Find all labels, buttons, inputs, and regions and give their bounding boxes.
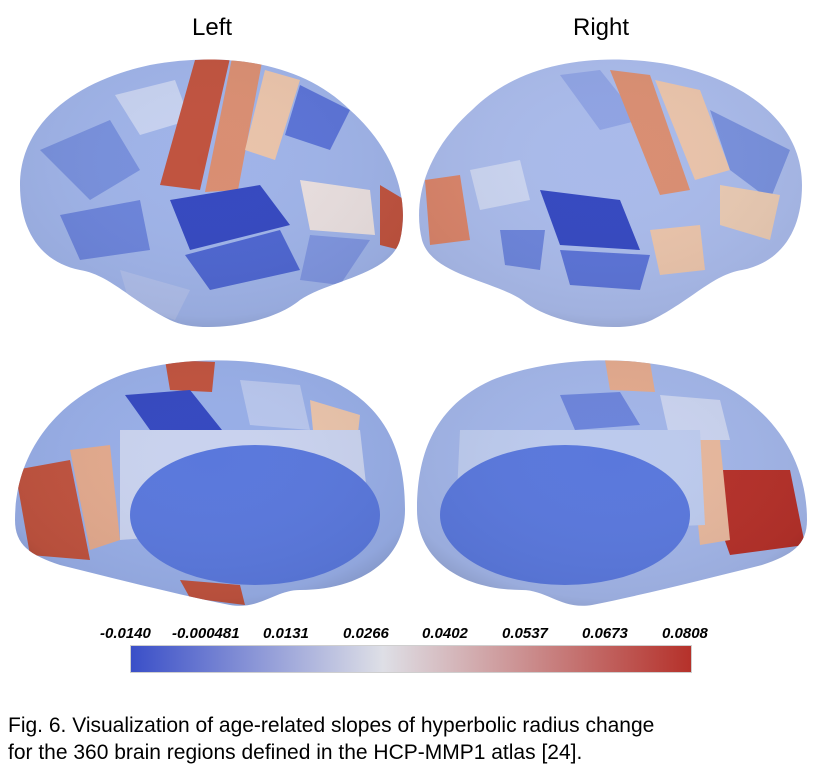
figure-caption: Fig. 6. Visualization of age-related slo… — [8, 712, 816, 766]
colorbar-tick-labels: -0.0140 -0.000481 0.0131 0.0266 0.0402 0… — [100, 625, 720, 647]
left-medial-view — [15, 360, 405, 606]
left-hemisphere-label: Left — [192, 14, 233, 41]
right-medial-view — [417, 360, 807, 606]
colorbar-tick-label: 0.0266 — [343, 625, 389, 642]
colorbar-tick-label: 0.0808 — [662, 625, 708, 642]
caption-line-2: for the 360 brain regions defined in the… — [8, 741, 583, 764]
colorbar-tick-label: 0.0673 — [582, 625, 628, 642]
brain-surface-figure — [15, 59, 807, 606]
right-hemisphere-label: Right — [573, 14, 630, 41]
colorbar-tick-label: 0.0131 — [263, 625, 309, 642]
colorbar-gradient — [130, 645, 692, 673]
colorbar-tick-label: 0.0537 — [502, 625, 548, 642]
left-lateral-view — [20, 59, 403, 328]
colorbar-tick-label: -0.000481 — [172, 625, 240, 642]
colorbar-tick-label: 0.0402 — [422, 625, 468, 642]
colorbar-tick-label: -0.0140 — [100, 625, 151, 642]
caption-line-1: Fig. 6. Visualization of age-related slo… — [8, 714, 655, 737]
right-lateral-view — [419, 59, 802, 328]
